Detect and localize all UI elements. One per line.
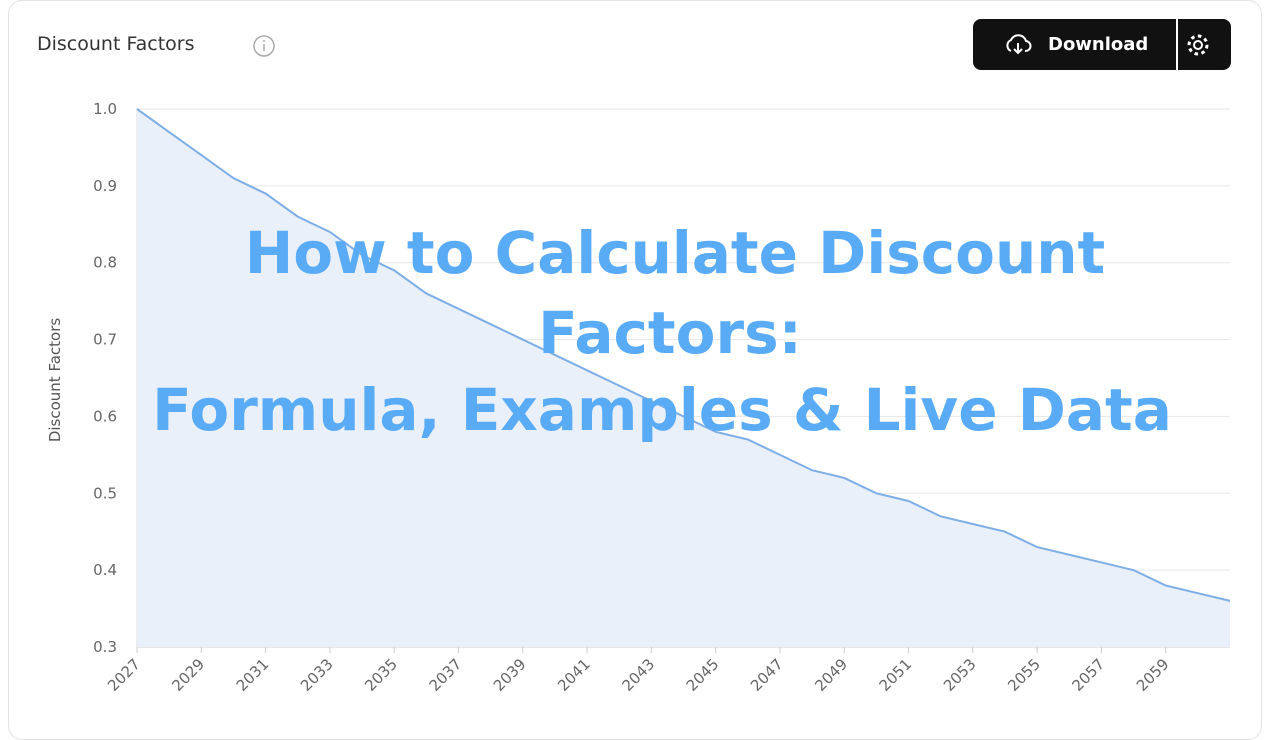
info-icon[interactable]: [252, 35, 278, 57]
download-button[interactable]: Download: [973, 19, 1231, 70]
x-tick-label: 2031: [233, 655, 273, 695]
page: {"header": {"title": "Discount Factors",…: [8, 0, 1262, 740]
x-tick-label: 2047: [747, 655, 787, 695]
divider: [1176, 19, 1178, 70]
y-tick-label: 0.6: [93, 407, 117, 425]
y-tick-label: 0.5: [93, 484, 117, 502]
overlay-title: Formula, Examples & Live Data: [152, 376, 1172, 444]
y-tick-label: 1.0: [93, 100, 117, 118]
y-tick-label: 0.7: [93, 331, 117, 349]
x-tick-label: 2041: [554, 655, 594, 695]
x-tick-label: 2051: [876, 655, 916, 695]
x-tick-label: 2059: [1133, 655, 1173, 695]
x-tick-label: 2037: [426, 655, 466, 695]
area-line: [136, 108, 1231, 602]
button-label: Download: [1048, 34, 1149, 55]
overlay-title: Factors:: [538, 299, 802, 367]
x-tick-label: 2043: [618, 655, 658, 695]
card-title: Discount Factors: [37, 33, 195, 55]
x-tick-label: 2045: [683, 655, 723, 695]
y-tick-label: 0.9: [93, 177, 117, 195]
y-tick-label: 0.8: [93, 254, 117, 272]
cloud-icon: [1006, 34, 1032, 55]
x-tick-label: 2053: [940, 655, 980, 695]
y-tick-label: 0.3: [93, 638, 117, 656]
x-tick-label: 2039: [490, 655, 530, 695]
x-tick-label: 2027: [104, 655, 144, 695]
area-fill: [137, 109, 1230, 647]
x-tick-label: 2029: [168, 655, 208, 695]
y-tick-label: 0.4: [93, 561, 117, 579]
x-tick-label: 2033: [297, 655, 337, 695]
x-tick-label: 2057: [1069, 655, 1109, 695]
overlay-title: How to Calculate Discount: [245, 219, 1106, 287]
y-axis-label: Discount Factors: [46, 318, 64, 443]
settings-icon[interactable]: [1185, 32, 1211, 58]
x-tick-label: 2055: [1004, 655, 1044, 695]
x-tick-label: 2035: [361, 655, 401, 695]
x-tick-label: 2049: [811, 655, 851, 695]
chart: Discount Factors 0.3 0.4 0.5 0.6 0.7 0.8 0.9 1.…: [46, 100, 1231, 695]
